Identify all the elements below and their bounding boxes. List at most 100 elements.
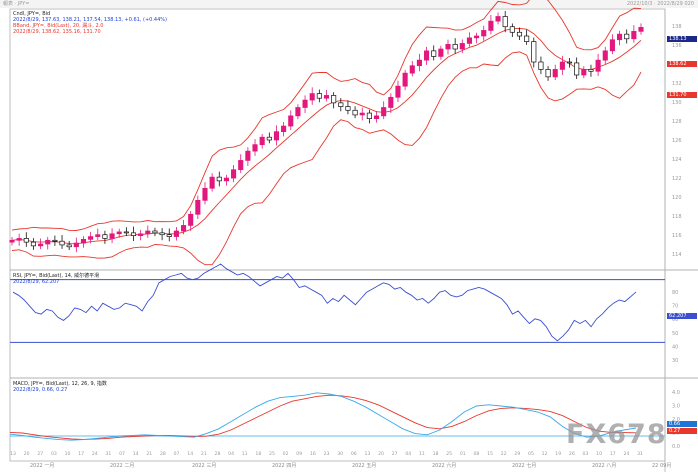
macd-signal-line — [9, 394, 637, 440]
candle — [302, 99, 308, 108]
lower-band-tag: 131.70 — [667, 92, 697, 98]
x-day-tick-label: 17 — [78, 451, 84, 457]
rsi-value-tag: 62.207 — [667, 313, 697, 319]
x-day-tick-label: 21 — [201, 451, 207, 457]
candle — [345, 106, 351, 111]
candle — [431, 50, 437, 57]
candle — [223, 177, 229, 182]
candle — [188, 213, 194, 226]
candle — [73, 242, 79, 248]
candle — [130, 232, 137, 236]
macd-panel — [9, 392, 665, 441]
candle — [631, 31, 637, 40]
candle — [366, 112, 372, 119]
x-day-tick-label: 07 — [119, 451, 125, 457]
candle — [145, 230, 151, 235]
x-day-tick-label: 20 — [24, 451, 30, 457]
candle — [516, 31, 523, 37]
candle — [245, 150, 251, 161]
price-legend-line: 2022/8/29, 138.62, 135.16, 131.70 — [13, 29, 101, 35]
candle — [509, 26, 515, 33]
candle — [238, 160, 244, 171]
x-day-tick-label: 03 — [51, 451, 57, 457]
candle — [331, 95, 337, 104]
rsi-panel — [10, 263, 665, 343]
price-y-tick-label: 120 — [672, 195, 682, 201]
price-y-tick-label: 118 — [672, 214, 682, 220]
candle — [445, 44, 451, 50]
x-day-tick-label: 17 — [610, 451, 616, 457]
macd-y-tick-label: 4.0 — [672, 390, 680, 396]
x-month-label: 2022 八月 — [592, 463, 616, 469]
candle — [309, 93, 315, 101]
x-day-tick-label: 16 — [310, 451, 316, 457]
rsi-y-tick-label: 70 — [672, 304, 678, 310]
x-day-tick-label: 10 — [65, 451, 71, 457]
x-day-tick-label: 23 — [324, 451, 330, 457]
candle — [109, 233, 115, 239]
candle — [524, 35, 530, 42]
x-day-tick-label: 03 — [583, 451, 589, 457]
x-day-tick-label: 29 — [514, 451, 520, 457]
x-day-tick-label: 25 — [269, 451, 275, 457]
price-legend-line: BBand, JPY=, Bid(Last), 20, 漏斗, 2.0 — [13, 23, 104, 29]
macd-legend-line: 2022/8/29, 0.66, 0.27 — [13, 387, 68, 393]
candle — [617, 33, 623, 41]
x-day-tick-label: 14 — [133, 451, 139, 457]
price-y-tick-label: 122 — [672, 176, 682, 182]
x-month-label: 2022 五月 — [352, 463, 376, 469]
candle — [9, 239, 15, 243]
x-day-tick-label: 08 — [474, 451, 480, 457]
candle — [95, 234, 101, 237]
window-title-bar: 報表 · JPY= 2022/10/3 · 2022/8/29 020 — [0, 0, 698, 8]
candle — [231, 169, 237, 179]
last-price-tag: 138.13 — [667, 36, 697, 42]
x-day-tick-label: 06 — [351, 451, 357, 457]
candle — [116, 231, 122, 235]
candle — [574, 62, 580, 76]
macd-y-tick-label: 3.0 — [672, 404, 680, 410]
candle — [266, 136, 272, 141]
macd-legend-line: MACD, JPY=, Bid(Last), 12, 26, 9, 指数 — [13, 381, 107, 387]
rsi-legend: RSI, JPY=, Bid(Last), 14, 威尔德平滑 2022/8/29… — [13, 273, 99, 285]
x-day-tick-label: 31 — [105, 451, 111, 457]
x-day-tick-label: 04 — [228, 451, 234, 457]
upper-band-tag: 138.62 — [667, 61, 697, 67]
lower-bollinger-band — [11, 51, 642, 266]
x-day-tick-label: 02 — [283, 451, 289, 457]
candle — [59, 240, 65, 246]
x-day-tick-label: 11 — [419, 451, 425, 457]
candle — [402, 72, 408, 87]
x-day-tick-label: 18 — [255, 451, 261, 457]
candle — [424, 50, 430, 61]
watermark-logo: FX678 — [566, 419, 667, 450]
x-day-tick-label: 20 — [378, 451, 384, 457]
plot-frame — [9, 8, 666, 462]
x-month-label: 2022 二月 — [110, 463, 134, 469]
x-month-label: 2022 三月 — [192, 463, 216, 469]
x-day-tick-label: 14 — [187, 451, 193, 457]
x-day-tick-label: 10 — [596, 451, 602, 457]
candle — [552, 69, 558, 78]
signal-value-tag: 0.27 — [667, 428, 697, 434]
candle — [195, 200, 201, 215]
price-y-tick-label: 130 — [672, 100, 682, 106]
candle — [38, 243, 44, 247]
rsi-legend-line: 2022/8/29, 62.207 — [13, 279, 60, 285]
candle — [23, 238, 29, 243]
candle — [538, 61, 544, 70]
candle — [602, 50, 608, 61]
x-day-tick-label: 04 — [405, 451, 411, 457]
candle — [388, 96, 394, 108]
candle — [581, 69, 587, 76]
price-legend: Cndl, JPY=, Bid 2022/8/29, 137.63, 138.21… — [13, 11, 167, 35]
candle — [566, 61, 573, 64]
x-month-label: 2022 一月 — [30, 463, 54, 469]
rsi-y-tick-label: 80 — [672, 290, 678, 296]
candle — [466, 37, 473, 44]
x-day-tick-label: 05 — [528, 451, 534, 457]
candle — [216, 176, 222, 182]
x-day-tick-label: 30 — [337, 451, 343, 457]
x-day-tick-label: 13 — [10, 451, 16, 457]
